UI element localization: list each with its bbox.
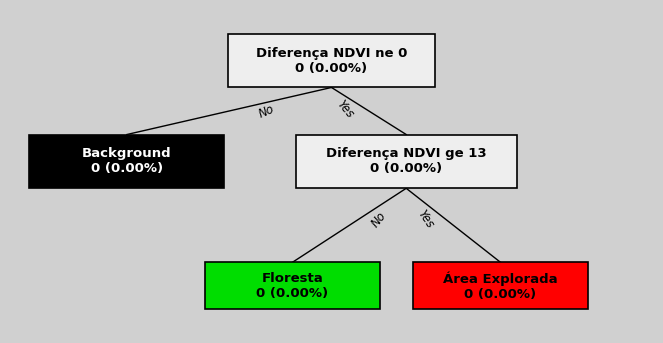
FancyBboxPatch shape <box>29 134 224 188</box>
Text: Diferença NDVI ne 0
0 (0.00%): Diferença NDVI ne 0 0 (0.00%) <box>256 47 407 74</box>
Text: Área Explorada
0 (0.00%): Área Explorada 0 (0.00%) <box>443 271 558 300</box>
FancyBboxPatch shape <box>205 262 380 309</box>
Text: No: No <box>369 209 389 230</box>
Text: Floresta
0 (0.00%): Floresta 0 (0.00%) <box>257 272 329 300</box>
FancyBboxPatch shape <box>296 134 516 188</box>
Text: Diferença NDVI ge 13
0 (0.00%): Diferença NDVI ge 13 0 (0.00%) <box>326 147 487 175</box>
Text: Background
0 (0.00%): Background 0 (0.00%) <box>82 147 172 175</box>
Text: Yes: Yes <box>334 98 356 121</box>
FancyBboxPatch shape <box>227 34 436 87</box>
FancyBboxPatch shape <box>412 262 588 309</box>
Text: Yes: Yes <box>415 207 436 230</box>
Text: No: No <box>257 103 276 121</box>
